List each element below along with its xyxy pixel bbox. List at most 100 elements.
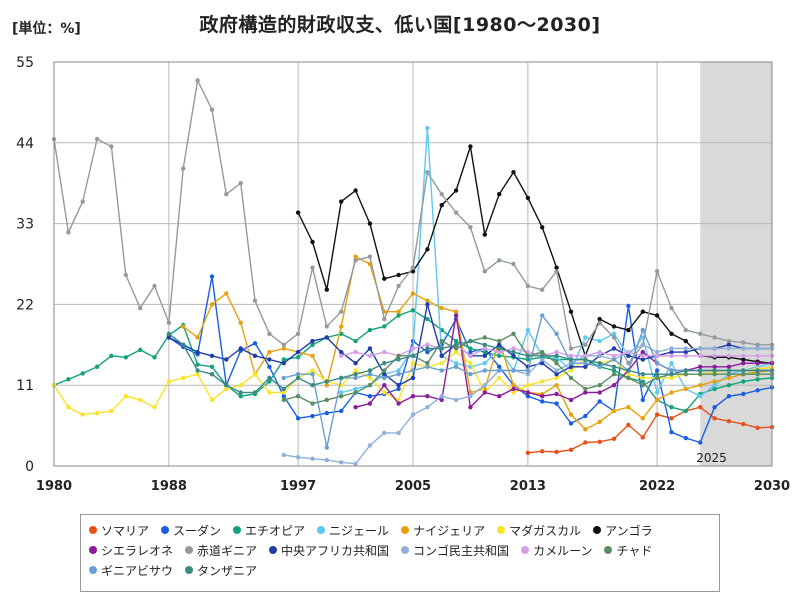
legend-label: アンゴラ	[605, 523, 653, 538]
data-point	[295, 416, 301, 421]
data-point	[712, 335, 717, 340]
data-point	[741, 361, 746, 366]
data-point	[295, 355, 301, 360]
data-point	[525, 283, 531, 289]
data-point	[497, 346, 502, 351]
plot-frame	[53, 61, 773, 467]
data-point	[683, 349, 688, 355]
data-point	[626, 303, 631, 309]
data-point	[554, 349, 559, 355]
data-point	[640, 375, 645, 381]
data-point	[396, 397, 401, 403]
data-point	[683, 353, 688, 358]
legend-marker	[593, 526, 602, 534]
legend-label: ナイジェリア	[413, 523, 486, 538]
data-point	[712, 379, 717, 384]
x-tick-label: 1988	[151, 479, 187, 494]
legend-item: タンザニア	[185, 560, 257, 580]
data-point	[166, 331, 172, 336]
data-point	[310, 342, 315, 347]
data-point	[540, 287, 545, 292]
data-point	[540, 313, 545, 318]
data-point	[611, 364, 617, 369]
data-point	[310, 239, 315, 245]
data-point	[138, 305, 143, 311]
data-point	[611, 372, 617, 377]
data-point	[654, 349, 660, 355]
data-point	[741, 372, 746, 377]
data-point	[367, 375, 373, 381]
data-point	[482, 368, 487, 373]
data-point	[94, 364, 100, 369]
data-point	[511, 368, 516, 373]
data-point	[698, 346, 703, 351]
data-point	[712, 372, 717, 377]
data-point	[281, 390, 286, 395]
data-point	[698, 331, 703, 336]
legend-item: スーダン	[161, 520, 221, 540]
data-point	[123, 394, 128, 399]
data-point	[425, 302, 430, 307]
data-point	[453, 397, 459, 403]
data-point	[583, 386, 588, 392]
data-point	[281, 361, 286, 366]
legend-item: マダガスカル	[497, 520, 581, 540]
data-point	[468, 405, 473, 410]
data-point	[382, 390, 387, 395]
data-point	[396, 353, 401, 358]
data-point	[482, 390, 487, 395]
data-point	[669, 405, 674, 410]
data-point	[353, 254, 358, 259]
data-point	[511, 390, 516, 395]
data-point	[353, 405, 358, 410]
data-point	[511, 261, 516, 267]
legend-marker	[185, 566, 194, 574]
data-point	[497, 349, 502, 355]
data-point	[195, 362, 200, 367]
data-point	[238, 346, 243, 351]
data-point	[195, 335, 200, 340]
data-point	[540, 394, 545, 399]
data-point	[425, 394, 430, 399]
data-point	[410, 346, 416, 351]
data-point	[669, 305, 674, 311]
data-point	[683, 386, 688, 392]
data-point	[712, 368, 717, 373]
data-point	[324, 445, 329, 450]
data-point	[453, 342, 459, 347]
plot-background	[700, 62, 772, 466]
data-point	[683, 435, 688, 441]
data-point	[396, 368, 401, 373]
data-point	[626, 422, 631, 428]
data-point	[80, 371, 85, 376]
data-point	[611, 408, 617, 414]
data-point	[597, 364, 602, 369]
data-point	[382, 430, 387, 436]
data-point	[640, 327, 645, 333]
data-point	[468, 353, 473, 358]
data-point	[597, 390, 602, 395]
data-point	[497, 258, 502, 263]
data-point	[267, 379, 272, 384]
data-point	[367, 353, 373, 358]
data-point	[281, 394, 286, 399]
data-point	[439, 368, 444, 373]
data-point	[324, 335, 329, 340]
data-point	[640, 435, 645, 440]
data-point	[698, 383, 703, 388]
data-point	[726, 346, 732, 351]
data-point	[626, 353, 631, 358]
data-point	[181, 342, 186, 347]
data-point	[310, 338, 315, 344]
data-point	[425, 125, 430, 131]
data-point	[224, 383, 229, 388]
data-point	[453, 361, 459, 366]
data-point	[583, 440, 588, 445]
data-point	[310, 413, 315, 419]
data-point	[382, 361, 387, 366]
data-point	[425, 346, 430, 351]
series-lines	[51, 78, 775, 466]
series-1	[166, 274, 775, 445]
data-point	[525, 390, 531, 395]
data-point	[252, 353, 258, 358]
